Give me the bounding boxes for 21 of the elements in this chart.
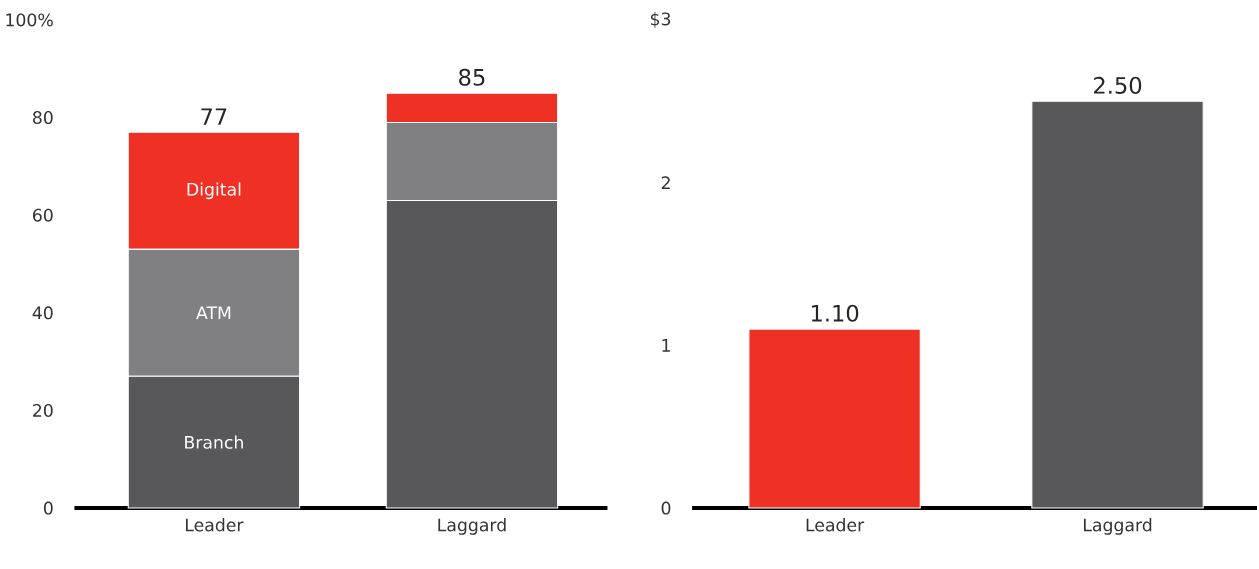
y-tick-label: 0 (661, 501, 671, 515)
series-label: Digital (187, 182, 241, 200)
y-tick-label: 40 (32, 306, 53, 320)
y-tick-label: 20 (33, 403, 53, 418)
y-tick-label: 100% (6, 13, 53, 27)
x-tick-label: Leader (185, 518, 244, 532)
total-label: 77 (201, 108, 227, 125)
y-tick-label: 2 (661, 176, 670, 190)
x-tick-label: Laggard (438, 518, 506, 535)
x-tick-label: Laggard (1083, 518, 1152, 535)
data-label: 2.50 (1094, 76, 1142, 94)
series-label: ATM (196, 306, 231, 320)
series-label: Branch (185, 435, 243, 449)
x-tick-label: Leader (806, 518, 865, 532)
y-tick-label: 0 (43, 501, 53, 515)
y-tick-label: $3 (650, 12, 671, 28)
y-tick-label: 60 (33, 208, 53, 222)
total-label: 85 (459, 68, 485, 86)
y-tick-label: 1 (662, 339, 670, 352)
data-label: 1.10 (811, 304, 859, 322)
y-tick-label: 80 (33, 111, 53, 125)
